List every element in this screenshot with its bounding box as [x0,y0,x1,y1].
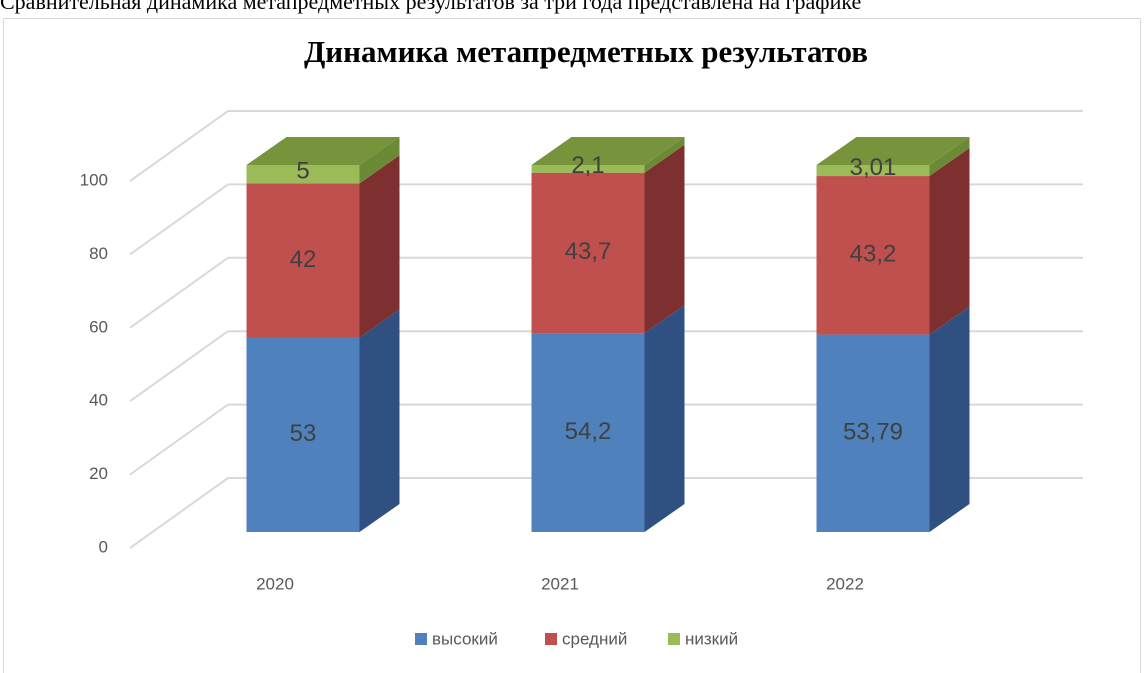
legend-label: низкий [685,629,738,648]
bar-side [929,137,970,177]
bar-side [929,306,970,532]
legend-label: высокий [432,629,498,648]
bar-top [816,137,970,165]
chart-title: Динамика метапредметных результатов [304,34,868,69]
grid-line [129,183,229,256]
bar-side [644,137,685,173]
data-label: 53 [290,420,317,447]
grid-line [129,330,229,403]
bar-side [359,137,400,184]
data-label: 2,1 [571,152,604,179]
grid-line [129,110,229,182]
bar-side [644,144,685,334]
grid-line [129,256,229,329]
bar-segment [816,334,930,532]
data-label: 43,2 [850,241,897,268]
bar-side [644,305,685,532]
legend-swatch [668,633,680,645]
bar-segment [531,165,645,173]
data-label: 43,7 [565,238,612,265]
bar-segment [246,337,360,532]
x-tick-label: 2022 [826,574,864,593]
x-tick-label: 2021 [541,574,579,593]
bar-side [929,148,970,335]
y-tick-label: 80 [89,244,108,263]
bar-segment [816,176,930,335]
bar-top [531,137,685,165]
bar-segment [246,183,360,338]
bar-segment [246,165,360,184]
bar-side [359,155,400,338]
bar-side [359,309,400,532]
y-tick-label: 60 [89,317,108,336]
data-label: 54,2 [565,418,612,445]
legend-swatch [415,633,427,645]
y-tick-label: 20 [89,464,108,483]
bar-segment [816,165,930,177]
y-tick-label: 100 [80,170,108,189]
data-label: 5 [296,158,309,185]
y-tick-label: 40 [89,391,108,410]
grid-line [129,403,229,476]
data-label: 42 [290,246,317,273]
bar-top [246,137,400,165]
legend-label: средний [562,629,627,648]
caption: Сравнительная динамика метапредметных ре… [0,0,861,14]
x-tick-label: 2020 [256,574,294,593]
bar-segment [531,172,645,334]
grid-line [129,477,229,549]
data-label: 53,79 [843,419,903,446]
legend-swatch [545,633,557,645]
y-tick-label: 0 [99,537,108,556]
bar-segment [531,333,645,532]
data-label: 3,01 [850,154,897,181]
